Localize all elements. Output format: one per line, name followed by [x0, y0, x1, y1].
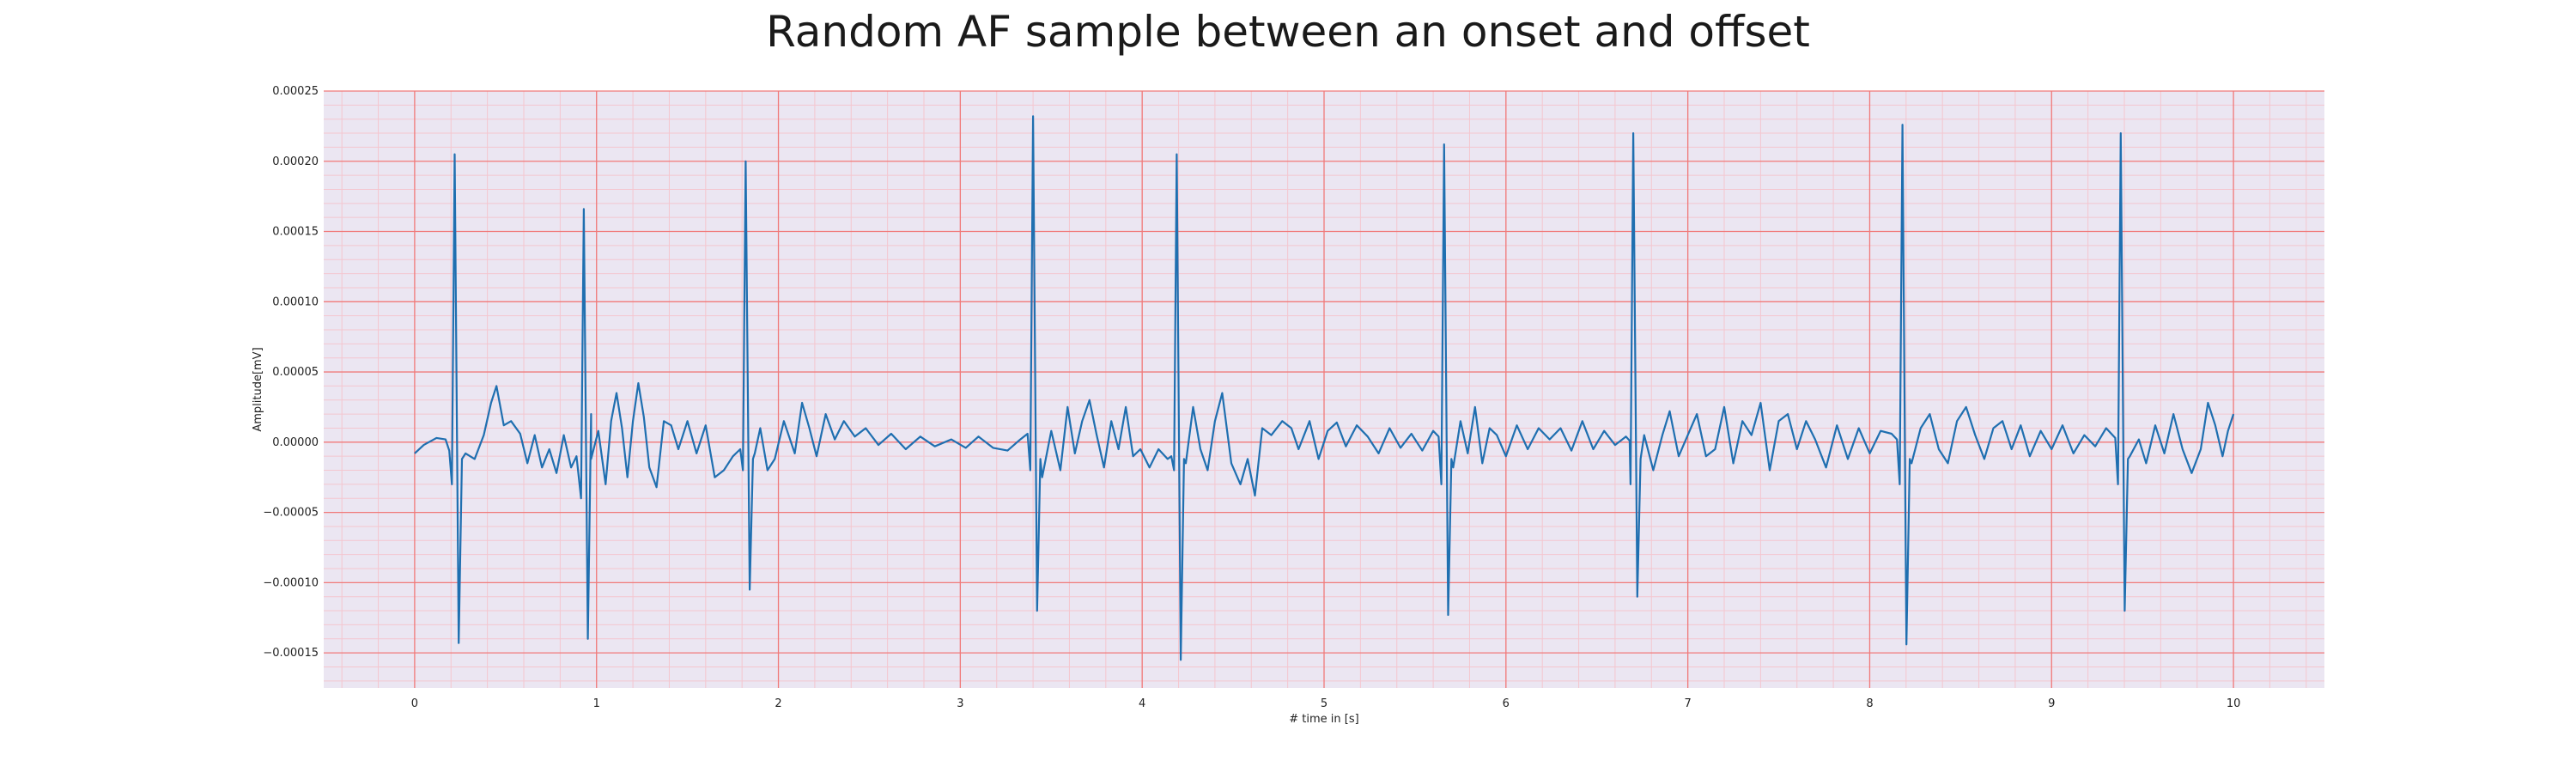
chart-title: Random AF sample between an onset and of… [766, 7, 1810, 57]
x-tick-label: 1 [593, 697, 600, 710]
y-tick-label: −0.00010 [263, 576, 319, 589]
x-tick-label: 0 [411, 697, 418, 710]
y-tick-label: −0.00005 [263, 507, 319, 520]
y-axis-label: Amplitude[mV] [252, 347, 264, 431]
y-tick-label: 0.00000 [272, 436, 319, 449]
x-tick-label: 8 [1866, 697, 1873, 710]
x-tick-label: 3 [957, 697, 963, 710]
y-tick-label: 0.00025 [272, 85, 319, 98]
y-tick-label: −0.00015 [263, 647, 319, 660]
y-tick-label: 0.00015 [272, 226, 319, 239]
series-layer [414, 115, 2235, 661]
x-axis-label: # time in [s] [1289, 713, 1358, 726]
ecg-signal-line [414, 115, 2235, 661]
y-tick-label: 0.00020 [272, 155, 319, 168]
x-tick-label: 4 [1139, 697, 1145, 710]
x-tick-label: 10 [2227, 697, 2241, 710]
x-tick-label: 7 [1684, 697, 1691, 710]
x-tick-label: 5 [1321, 697, 1327, 710]
x-tick-label: 2 [775, 697, 781, 710]
y-tick-label: 0.00010 [272, 295, 319, 308]
tick-labels: 0 1 2 3 4 5 6 7 8 9 10 −0.00015 −0.00010 −0.00005 0.00… [263, 85, 2240, 710]
x-tick-label: 9 [2048, 697, 2055, 710]
x-tick-label: 6 [1503, 697, 1510, 710]
y-tick-label: 0.00005 [272, 366, 319, 379]
